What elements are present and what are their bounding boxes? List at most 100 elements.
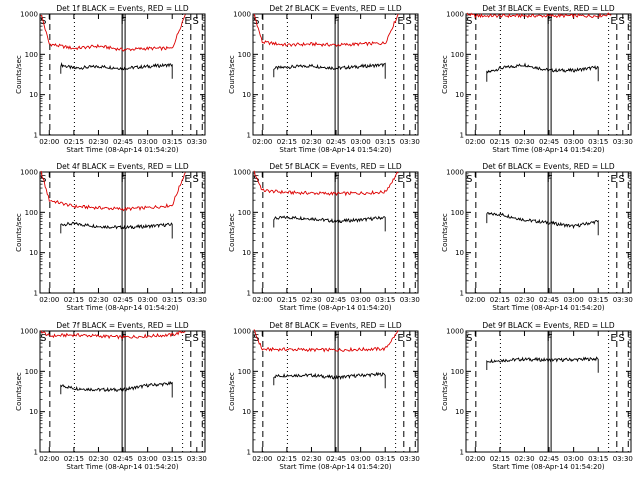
x-tick-label: 02:15 [277, 138, 297, 146]
x-tick-label: 03:30 [400, 296, 420, 304]
y-axis-label: Counts/sec [441, 372, 449, 411]
marker-s: S [406, 16, 412, 27]
plot-title: Det 9f BLACK = Events, RED = LLD [482, 321, 615, 330]
y-tick-label: 1000 [233, 328, 251, 336]
marker-f: F [121, 16, 127, 27]
marker-s: S [253, 174, 259, 185]
events-series-line [60, 62, 173, 79]
x-tick-label: 02:15 [490, 138, 510, 146]
y-tick-label: 1000 [446, 169, 464, 177]
y-tick-label: 10 [242, 408, 251, 416]
plot-title: Det 7f BLACK = Events, RED = LLD [56, 321, 189, 330]
y-tick-label: 100 [25, 51, 38, 59]
marker-s: S [619, 333, 625, 344]
x-tick-label: 03:00 [351, 455, 371, 463]
x-tick-label: 03:15 [588, 138, 608, 146]
x-tick-label: 03:15 [162, 455, 182, 463]
lld-series-line [40, 330, 186, 340]
y-tick-label: 10 [455, 408, 464, 416]
x-tick-label: 03:00 [564, 455, 584, 463]
x-tick-label: 02:00 [465, 296, 485, 304]
x-tick-label: 02:30 [88, 138, 108, 146]
marker-e: E [184, 174, 190, 185]
x-tick-label: 02:45 [539, 296, 559, 304]
marker-s: S [466, 333, 472, 344]
x-axis-label: Start Time (08-Apr-14 01:54:20) [279, 304, 391, 312]
y-tick-label: 100 [451, 368, 464, 376]
lld-series-line [466, 12, 612, 19]
plot-title: Det 8f BLACK = Events, RED = LLD [269, 321, 402, 330]
events-series-line [486, 62, 599, 82]
x-tick-label: 03:15 [162, 296, 182, 304]
lld-series-line [253, 13, 399, 48]
marker-f: F [334, 333, 340, 344]
plot-title: Det 5f BLACK = Events, RED = LLD [269, 162, 402, 171]
x-tick-label: 03:15 [375, 455, 395, 463]
x-tick-label: 02:00 [465, 138, 485, 146]
detector-plot-5: Det 5f BLACK = Events, RED = LLD 1 10 100 10… [228, 162, 420, 312]
y-axis-label: Counts/sec [15, 372, 23, 411]
y-tick-label: 100 [238, 368, 251, 376]
y-tick-label: 1 [247, 132, 251, 140]
lld-series-line [253, 170, 399, 197]
y-tick-label: 1 [247, 290, 251, 298]
lld-series-line [253, 329, 399, 353]
x-tick-label: 03:30 [187, 455, 207, 463]
x-tick-label: 02:30 [301, 455, 321, 463]
x-tick-label: 03:00 [564, 138, 584, 146]
x-tick-label: 02:30 [514, 296, 534, 304]
plot-title: Det 3f BLACK = Events, RED = LLD [482, 4, 615, 13]
y-tick-label: 1000 [233, 11, 251, 19]
y-tick-label: 1000 [446, 328, 464, 336]
y-tick-label: 1000 [20, 11, 38, 19]
marker-s: S [193, 174, 199, 185]
x-tick-label: 03:30 [613, 296, 633, 304]
y-tick-label: 1 [34, 449, 38, 457]
x-axis-label: Start Time (08-Apr-14 01:54:20) [492, 304, 604, 312]
events-series-line [273, 215, 386, 232]
x-tick-label: 03:00 [138, 455, 158, 463]
lld-series-line [40, 170, 186, 212]
x-tick-label: 03:30 [400, 455, 420, 463]
y-tick-label: 1000 [20, 328, 38, 336]
lld-series-line [40, 14, 186, 52]
x-tick-label: 02:15 [490, 455, 510, 463]
y-axis-label: Counts/sec [441, 55, 449, 94]
detector-plot-8: Det 8f BLACK = Events, RED = LLD 1 10 100 10… [228, 321, 420, 471]
y-tick-label: 1 [34, 290, 38, 298]
y-tick-label: 100 [238, 209, 251, 217]
x-axis-label: Start Time (08-Apr-14 01:54:20) [279, 146, 391, 154]
y-axis-label: Counts/sec [228, 55, 236, 94]
x-tick-label: 03:30 [400, 138, 420, 146]
x-tick-label: 02:00 [39, 455, 59, 463]
x-tick-label: 03:00 [138, 138, 158, 146]
x-tick-label: 03:00 [351, 296, 371, 304]
x-axis-label: Start Time (08-Apr-14 01:54:20) [492, 463, 604, 471]
y-tick-label: 100 [25, 209, 38, 217]
y-tick-label: 1000 [233, 169, 251, 177]
x-tick-label: 03:30 [613, 138, 633, 146]
x-axis-label: Start Time (08-Apr-14 01:54:20) [492, 146, 604, 154]
x-tick-label: 02:00 [39, 138, 59, 146]
x-tick-label: 02:45 [326, 455, 346, 463]
x-tick-label: 02:45 [539, 455, 559, 463]
x-tick-label: 03:30 [613, 455, 633, 463]
events-series-line [486, 356, 599, 373]
x-tick-label: 02:00 [465, 455, 485, 463]
x-tick-label: 03:00 [564, 296, 584, 304]
x-tick-label: 02:00 [252, 296, 272, 304]
marker-s: S [253, 333, 259, 344]
marker-f: F [547, 174, 553, 185]
y-axis-label: Counts/sec [15, 55, 23, 94]
marker-s: S [40, 333, 46, 344]
y-tick-label: 10 [29, 249, 38, 257]
y-tick-label: 100 [451, 51, 464, 59]
marker-e: E [397, 16, 403, 27]
y-axis-label: Counts/sec [228, 213, 236, 252]
detector-plot-9: Det 9f BLACK = Events, RED = LLD 1 10 100 10… [441, 321, 633, 471]
detector-plot-1: Det 1f BLACK = Events, RED = LLD 1 10 100 10… [15, 4, 207, 154]
y-tick-label: 1 [34, 132, 38, 140]
plot-title: Det 6f BLACK = Events, RED = LLD [482, 162, 615, 171]
y-tick-label: 1000 [20, 169, 38, 177]
